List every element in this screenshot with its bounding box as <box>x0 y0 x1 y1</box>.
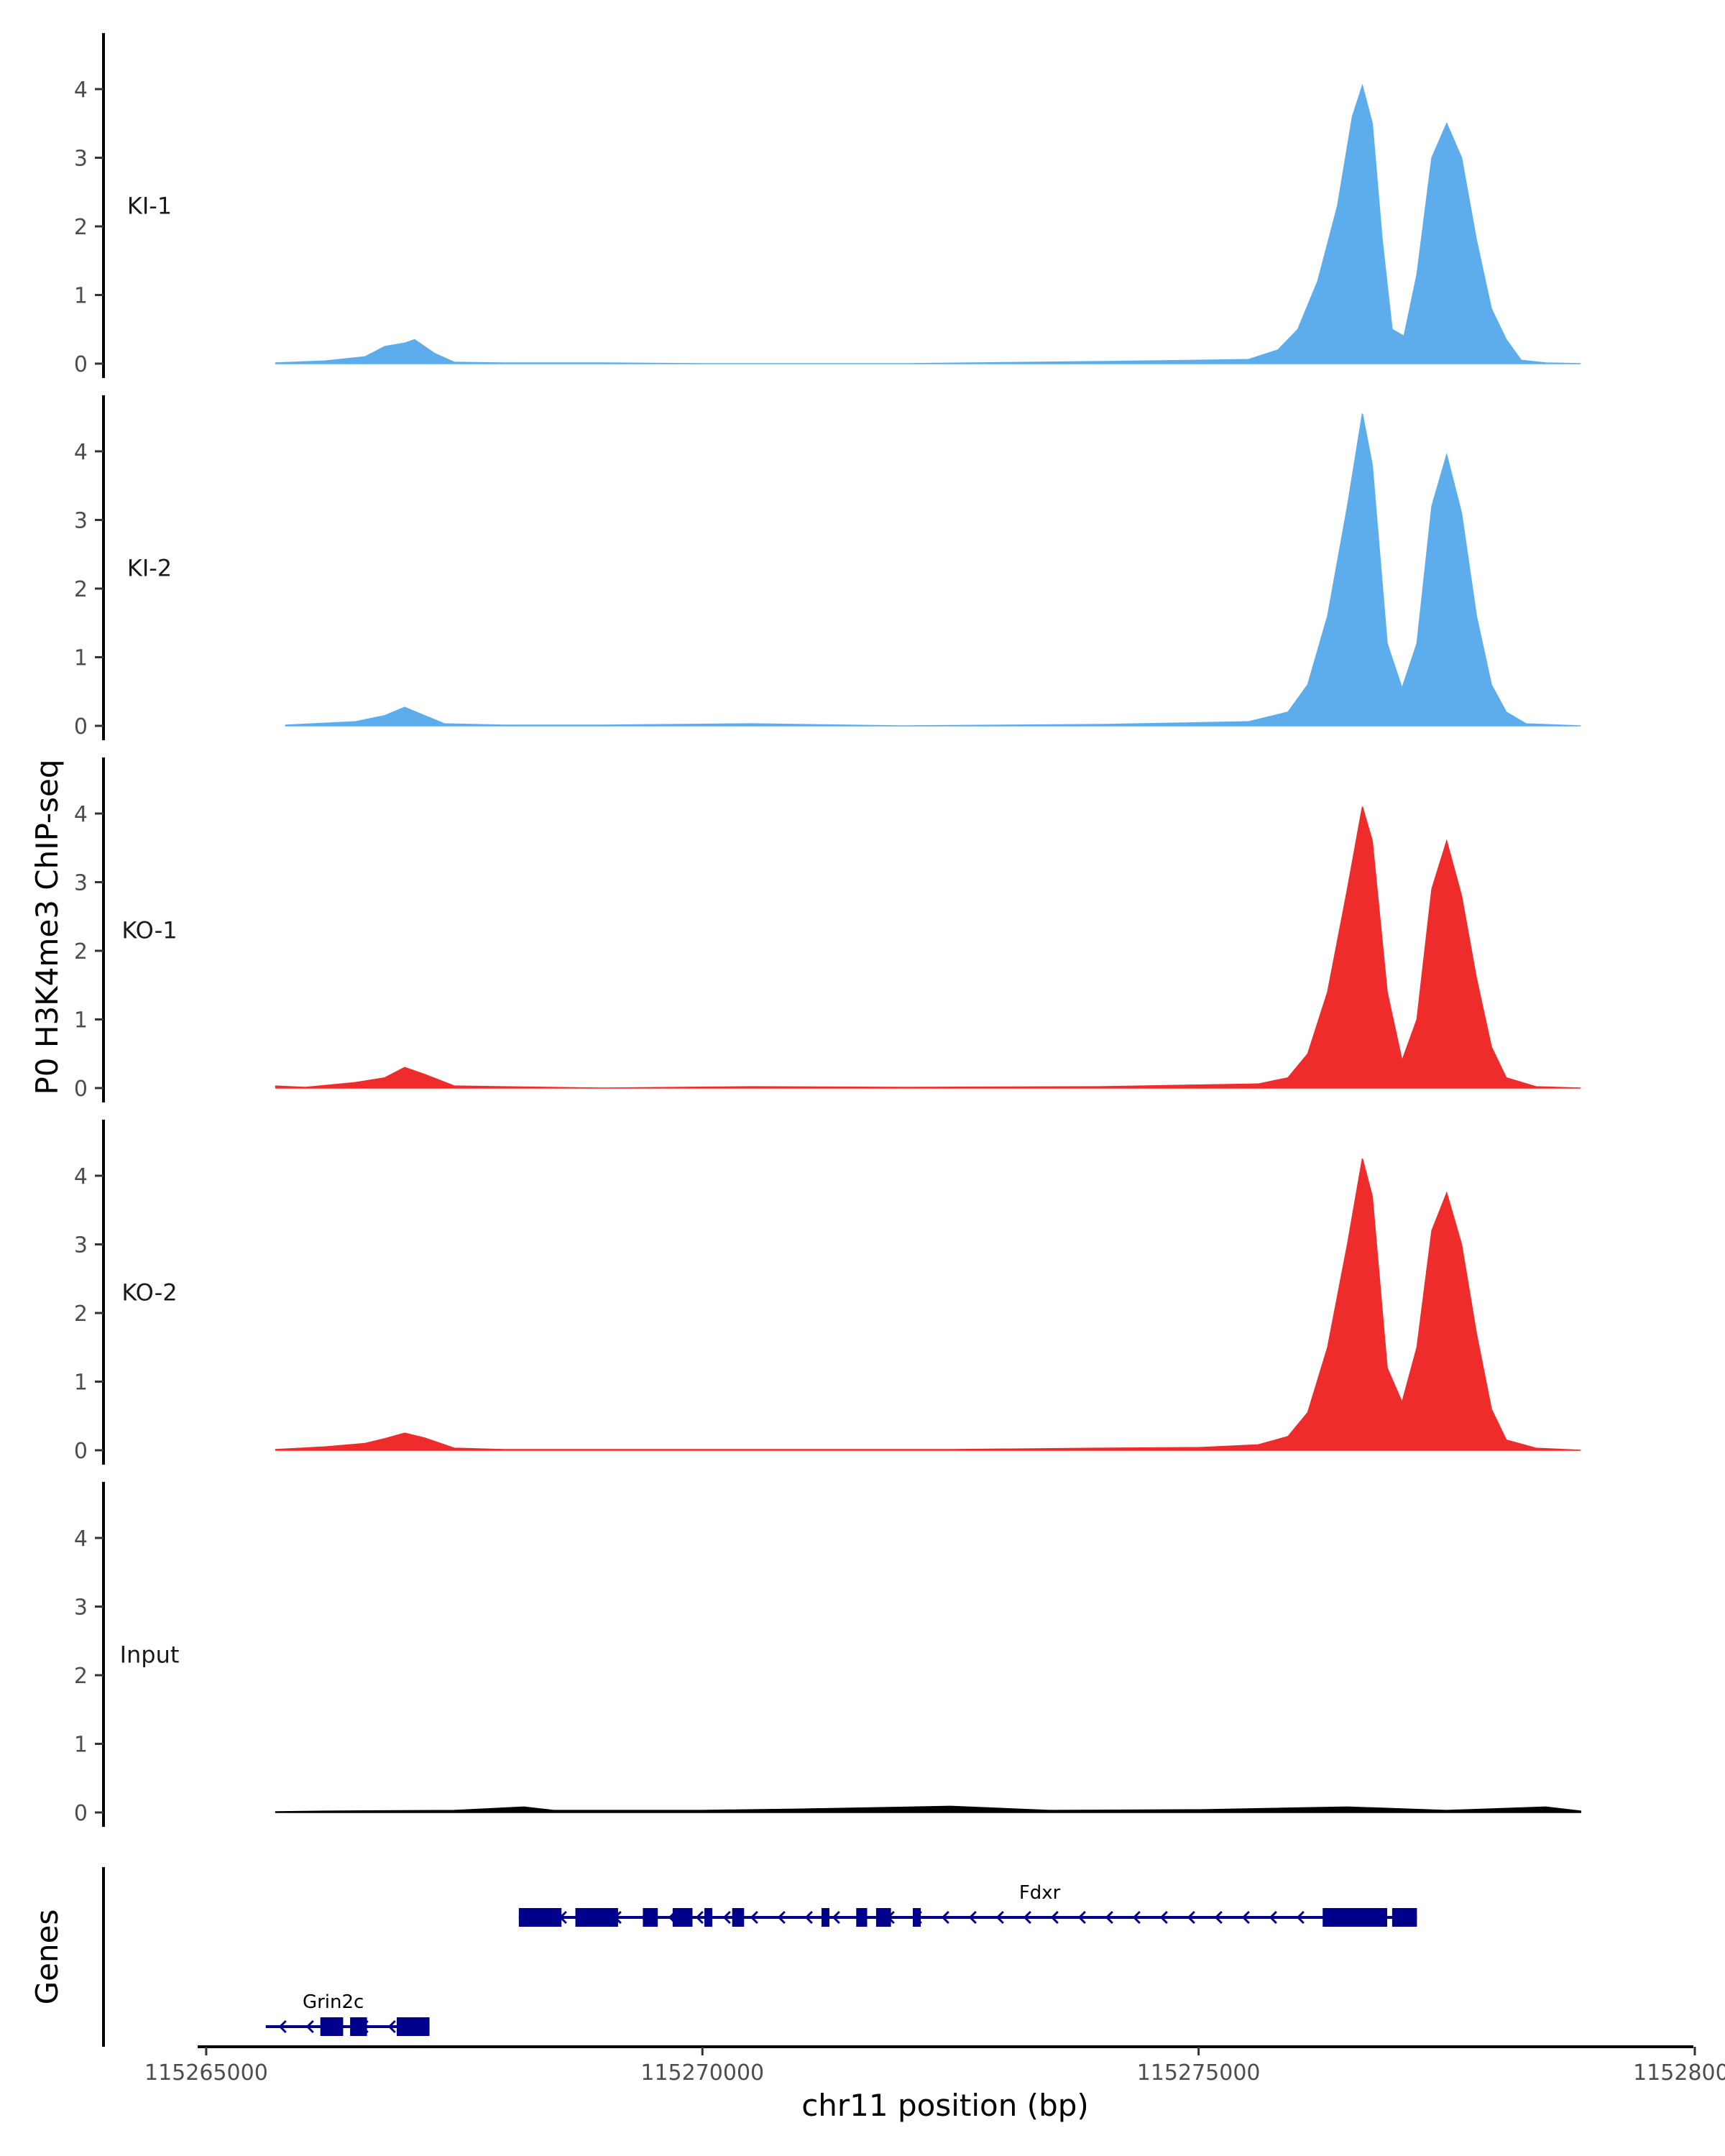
y-tick-label: 2 <box>74 215 88 240</box>
strand-arrow <box>1050 1910 1059 1925</box>
x-axis: 115265000 115270000 115275000 115280000 <box>144 2045 1725 2086</box>
strand-arrow <box>1105 1910 1113 1925</box>
y-tick-label: 1 <box>74 1008 88 1033</box>
exon-block <box>575 1908 618 1927</box>
y-tick-label: 1 <box>74 1733 88 1758</box>
strand-arrow <box>968 1910 977 1925</box>
gene-grin2c: Grin2c <box>265 1991 430 2036</box>
strand-arrow <box>1296 1910 1305 1925</box>
strand-arrow <box>387 2019 396 2034</box>
exon-block <box>821 1908 830 1927</box>
exon-block <box>397 2017 430 2036</box>
y-tick-label: 3 <box>74 871 88 896</box>
y-tick-label: 0 <box>74 1801 88 1826</box>
track-ki-2: 0 1 2 3 4 KI-2 <box>74 395 1581 740</box>
coverage-area-ki-1 <box>275 83 1581 364</box>
exon-block <box>518 1908 562 1927</box>
x-tick-label: 115270000 <box>640 2060 764 2086</box>
strand-arrow <box>1023 1910 1031 1925</box>
strand-arrow <box>1269 1910 1277 1925</box>
exon-block <box>912 1908 921 1927</box>
coverage-area-input <box>275 1805 1581 1813</box>
track-label: Input <box>120 1641 180 1668</box>
strand-arrow <box>1214 1910 1223 1925</box>
y-tick-label: 4 <box>74 440 88 465</box>
y-tick-label: 1 <box>74 646 88 671</box>
strand-arrow <box>695 1910 704 1925</box>
track-label: KO-2 <box>121 1279 177 1306</box>
gene-fdxr: Fdxr <box>518 1882 1417 1927</box>
y-tick-label: 3 <box>74 1233 88 1258</box>
track-label: KO-1 <box>121 916 177 944</box>
x-axis-title: chr11 position (bp) <box>801 2088 1089 2123</box>
strand-arrow <box>278 2019 287 2034</box>
y-axis-title: P0 H3K4me3 ChIP-seq <box>29 759 65 1095</box>
strand-arrow <box>995 1910 1004 1925</box>
strand-arrow <box>777 1910 786 1925</box>
y-tick-label: 2 <box>74 1302 88 1327</box>
y-tick-label: 4 <box>74 1526 88 1552</box>
y-tick-label: 2 <box>74 577 88 602</box>
coverage-area-ko-2 <box>275 1158 1581 1451</box>
x-tick-label: 115280000 <box>1633 2060 1725 2086</box>
y-tick-label: 3 <box>74 147 88 172</box>
gene-label: Grin2c <box>303 1991 364 2013</box>
strand-arrow <box>1132 1910 1141 1925</box>
strand-arrow <box>1159 1910 1168 1925</box>
strand-arrow <box>722 1910 731 1925</box>
y-tick-label: 0 <box>74 714 88 740</box>
y-tick-label: 3 <box>74 509 88 534</box>
y-tick-label: 2 <box>74 1664 88 1689</box>
track-label: KI-2 <box>127 554 172 581</box>
y-tick-label: 0 <box>74 1077 88 1102</box>
exon-block <box>643 1908 658 1927</box>
exon-block <box>672 1908 693 1927</box>
exon-block <box>1392 1908 1417 1927</box>
y-tick-label: 4 <box>74 802 88 827</box>
coverage-tracks: 0 1 2 3 4 KI-1 0 1 2 3 4 KI-2 0 1 2 3 4 KO-1 0 1 2 3 4 KO-2 0 1 2 3… <box>74 33 1581 1827</box>
strand-arrow <box>1077 1910 1086 1925</box>
gene-label: Fdxr <box>1019 1882 1061 1904</box>
strand-arrow <box>305 2019 314 2034</box>
track-label: KI-1 <box>127 192 172 219</box>
strand-arrow <box>832 1910 840 1925</box>
exon-block <box>875 1908 891 1927</box>
strand-arrow <box>750 1910 758 1925</box>
y-tick-label: 4 <box>74 1164 88 1189</box>
y-tick-label: 0 <box>74 1439 88 1464</box>
strand-arrow <box>1187 1910 1195 1925</box>
y-tick-label: 1 <box>74 284 88 309</box>
x-tick-label: 115265000 <box>144 2060 268 2086</box>
y-tick-label: 2 <box>74 939 88 964</box>
track-input: 0 1 2 3 4 Input <box>74 1482 1581 1827</box>
strand-arrow <box>941 1910 949 1925</box>
y-tick-label: 0 <box>74 352 88 377</box>
gene-annotation-track: Fdxr Grin2c <box>102 1867 1417 2047</box>
coverage-area-ki-2 <box>285 413 1581 727</box>
x-tick-label: 115275000 <box>1137 2060 1261 2086</box>
strand-arrow <box>1241 1910 1250 1925</box>
exon-block <box>320 2017 344 2036</box>
y-tick-label: 1 <box>74 1370 88 1396</box>
exon-block <box>704 1908 713 1927</box>
genes-axis-title: Genes <box>29 1909 65 2005</box>
track-ko-2: 0 1 2 3 4 KO-2 <box>74 1120 1581 1465</box>
y-tick-label: 3 <box>74 1595 88 1621</box>
exon-block <box>856 1908 868 1927</box>
exon-block <box>350 2017 367 2036</box>
y-tick-label: 4 <box>74 78 88 103</box>
coverage-area-ko-1 <box>275 806 1581 1089</box>
track-ko-1: 0 1 2 3 4 KO-1 <box>74 757 1581 1102</box>
exon-block <box>732 1908 745 1927</box>
track-ki-1: 0 1 2 3 4 KI-1 <box>74 33 1581 378</box>
exon-block <box>1322 1908 1387 1927</box>
strand-arrow <box>804 1910 813 1925</box>
